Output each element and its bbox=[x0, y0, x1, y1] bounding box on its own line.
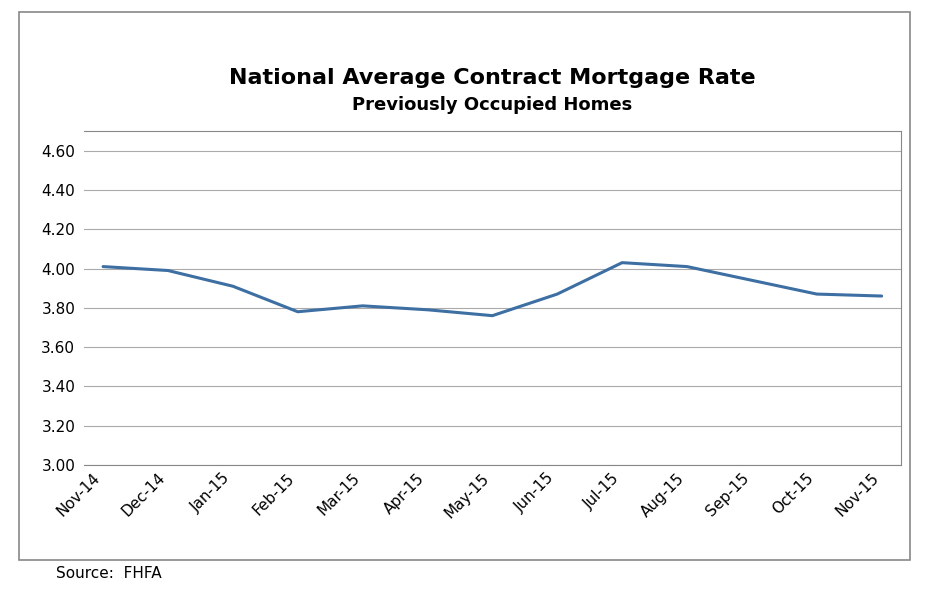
Text: Source:  FHFA: Source: FHFA bbox=[56, 566, 161, 581]
Text: National Average Contract Mortgage Rate: National Average Contract Mortgage Rate bbox=[229, 68, 754, 88]
Text: Previously Occupied Homes: Previously Occupied Homes bbox=[352, 97, 632, 114]
